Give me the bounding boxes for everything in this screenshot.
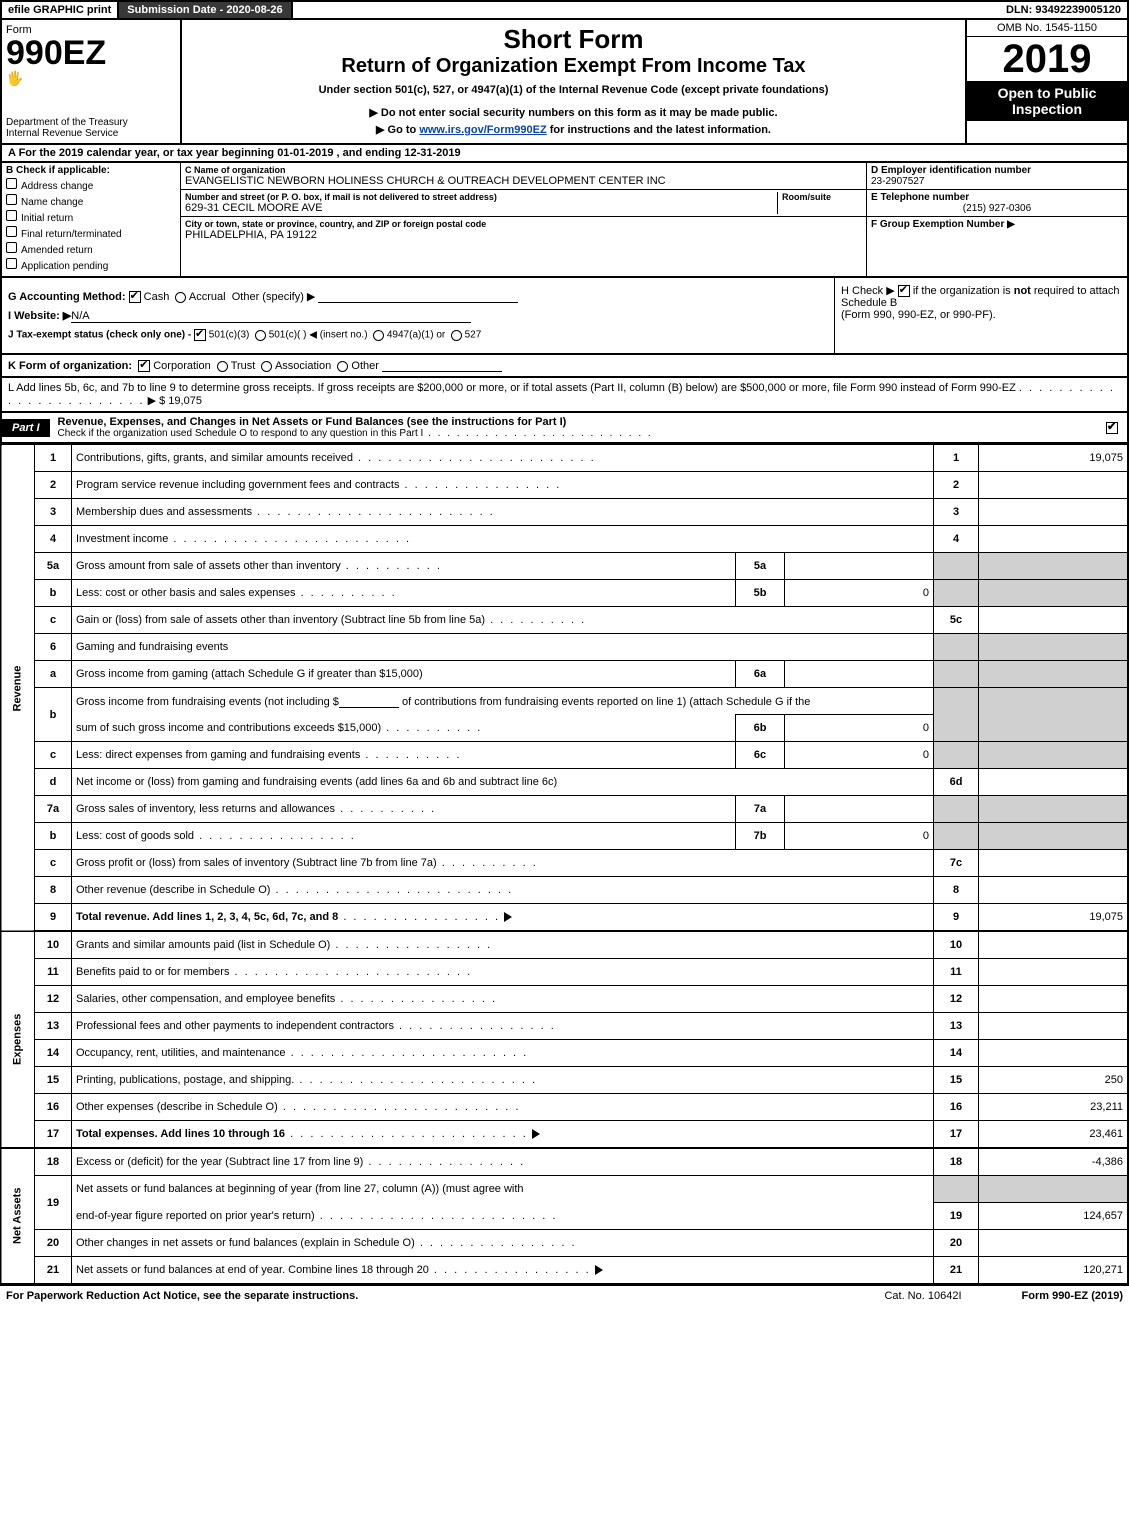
- r16-value: 23,211: [979, 1094, 1129, 1121]
- line-i: I Website: ▶N/A: [8, 309, 828, 323]
- chk-final-return[interactable]: Final return/terminated: [6, 226, 176, 240]
- net-assets-section-label: Net Assets: [1, 1148, 35, 1284]
- chk-application-pending[interactable]: Application pending: [6, 258, 176, 272]
- col-def: D Employer identification number 23-2907…: [867, 163, 1127, 276]
- irs-label: Internal Revenue Service: [6, 128, 176, 139]
- c-city-lbl: City or town, state or province, country…: [185, 219, 862, 229]
- e-val: (215) 927-0306: [871, 203, 1123, 214]
- k-trust[interactable]: [217, 361, 228, 372]
- j-501c[interactable]: [255, 330, 266, 341]
- chk-initial-return[interactable]: Initial return: [6, 210, 176, 224]
- header-mid: Short Form Return of Organization Exempt…: [182, 20, 965, 143]
- omb-number: OMB No. 1545-1150: [967, 20, 1127, 37]
- block-ghij: G Accounting Method: Cash Accrual Other …: [0, 278, 1129, 355]
- col-c-org-info: C Name of organization EVANGELISTIC NEWB…: [181, 163, 867, 276]
- submission-date-chip: Submission Date - 2020-08-26: [117, 2, 292, 18]
- line-a-tax-year: A For the 2019 calendar year, or tax yea…: [0, 145, 1129, 163]
- form-header: Form 990EZ 🖐 Department of the Treasury …: [0, 20, 1129, 145]
- chk-name-change[interactable]: Name change: [6, 194, 176, 208]
- footer-right: Form 990-EZ (2019): [1022, 1290, 1123, 1302]
- website-val: N/A: [71, 310, 89, 322]
- r17-total-expenses: 23,461: [979, 1121, 1129, 1149]
- line-j: J Tax-exempt status (check only one) - 5…: [8, 329, 828, 341]
- r15-value: 250: [979, 1067, 1129, 1094]
- block-bcdef: B Check if applicable: Address change Na…: [0, 163, 1129, 278]
- r18-value: -4,386: [979, 1148, 1129, 1176]
- footer-left: For Paperwork Reduction Act Notice, see …: [6, 1290, 884, 1302]
- j-527[interactable]: [451, 330, 462, 341]
- g-cash-chk[interactable]: [129, 291, 141, 303]
- do-not-enter-ssn: ▶ Do not enter social security numbers o…: [186, 106, 961, 119]
- c-street-lbl: Number and street (or P. O. box, if mail…: [185, 192, 777, 202]
- goto-post: for instructions and the latest informat…: [547, 124, 771, 136]
- footer: For Paperwork Reduction Act Notice, see …: [0, 1285, 1129, 1306]
- f-lbl: F Group Exemption Number ▶: [871, 219, 1015, 230]
- part1-sub: Check if the organization used Schedule …: [58, 428, 424, 439]
- chk-amended-return[interactable]: Amended return: [6, 242, 176, 256]
- k-corp[interactable]: [138, 360, 150, 372]
- col-b-checkboxes: B Check if applicable: Address change Na…: [2, 163, 181, 276]
- part1-tab: Part I: [2, 419, 50, 437]
- line-h: H Check ▶ if the organization is not req…: [834, 278, 1127, 353]
- goto-pre: ▶ Go to: [376, 124, 419, 136]
- c-room-lbl: Room/suite: [782, 192, 862, 202]
- part1-header: Part I Revenue, Expenses, and Changes in…: [0, 413, 1129, 444]
- e-lbl: E Telephone number: [871, 192, 969, 203]
- goto-link[interactable]: www.irs.gov/Form990EZ: [419, 124, 546, 136]
- h-check[interactable]: [898, 285, 910, 297]
- part1-table: Revenue 1 Contributions, gifts, grants, …: [0, 444, 1129, 1285]
- footer-mid: Cat. No. 10642I: [884, 1290, 961, 1302]
- line-l: L Add lines 5b, 6c, and 7b to line 9 to …: [0, 378, 1129, 413]
- spacer: [293, 2, 1000, 18]
- short-form-title: Short Form: [186, 24, 961, 55]
- tax-year: 2019: [967, 37, 1127, 81]
- line-k: K Form of organization: Corporation Trus…: [0, 355, 1129, 378]
- k-assoc[interactable]: [261, 361, 272, 372]
- header-left: Form 990EZ 🖐 Department of the Treasury …: [2, 20, 182, 143]
- return-title: Return of Organization Exempt From Incom…: [186, 55, 961, 78]
- revenue-section-label: Revenue: [1, 445, 35, 932]
- r1-value: 19,075: [979, 445, 1129, 472]
- department: Department of the Treasury: [6, 117, 176, 128]
- j-4947[interactable]: [373, 330, 384, 341]
- part1-check[interactable]: [1097, 422, 1127, 434]
- c-name: EVANGELISTIC NEWBORN HOLINESS CHURCH & O…: [185, 175, 862, 187]
- goto-line: ▶ Go to www.irs.gov/Form990EZ for instru…: [186, 123, 961, 136]
- top-bar: efile GRAPHIC print Submission Date - 20…: [0, 0, 1129, 20]
- form-number: 990EZ: [6, 36, 176, 70]
- c-name-lbl: C Name of organization: [185, 165, 862, 175]
- k-other[interactable]: [337, 361, 348, 372]
- expenses-section-label: Expenses: [1, 931, 35, 1148]
- d-lbl: D Employer identification number: [871, 165, 1031, 176]
- chk-address-change[interactable]: Address change: [6, 178, 176, 192]
- j-501c3[interactable]: [194, 329, 206, 341]
- l-gross-receipts: 19,075: [168, 395, 202, 407]
- b-title: B Check if applicable:: [6, 165, 176, 176]
- ghij-left: G Accounting Method: Cash Accrual Other …: [2, 278, 834, 353]
- c-city: PHILADELPHIA, PA 19122: [185, 229, 862, 241]
- under-section: Under section 501(c), 527, or 4947(a)(1)…: [186, 84, 961, 96]
- d-val: 23-2907527: [871, 176, 924, 187]
- open-public-inspection: Open to Public Inspection: [967, 81, 1127, 121]
- g-accrual-chk[interactable]: [175, 292, 186, 303]
- part1-title: Revenue, Expenses, and Changes in Net As…: [58, 416, 567, 428]
- r19-value: 124,657: [979, 1203, 1129, 1230]
- line-g: G Accounting Method: Cash Accrual Other …: [8, 290, 828, 303]
- c-street: 629-31 CECIL MOORE AVE: [185, 202, 777, 214]
- dln: DLN: 93492239005120: [1000, 2, 1127, 18]
- efile-label: efile GRAPHIC print: [2, 2, 117, 18]
- r21-value: 120,271: [979, 1257, 1129, 1285]
- r9-total-revenue: 19,075: [979, 904, 1129, 932]
- header-right: OMB No. 1545-1150 2019 Open to Public In…: [965, 20, 1127, 143]
